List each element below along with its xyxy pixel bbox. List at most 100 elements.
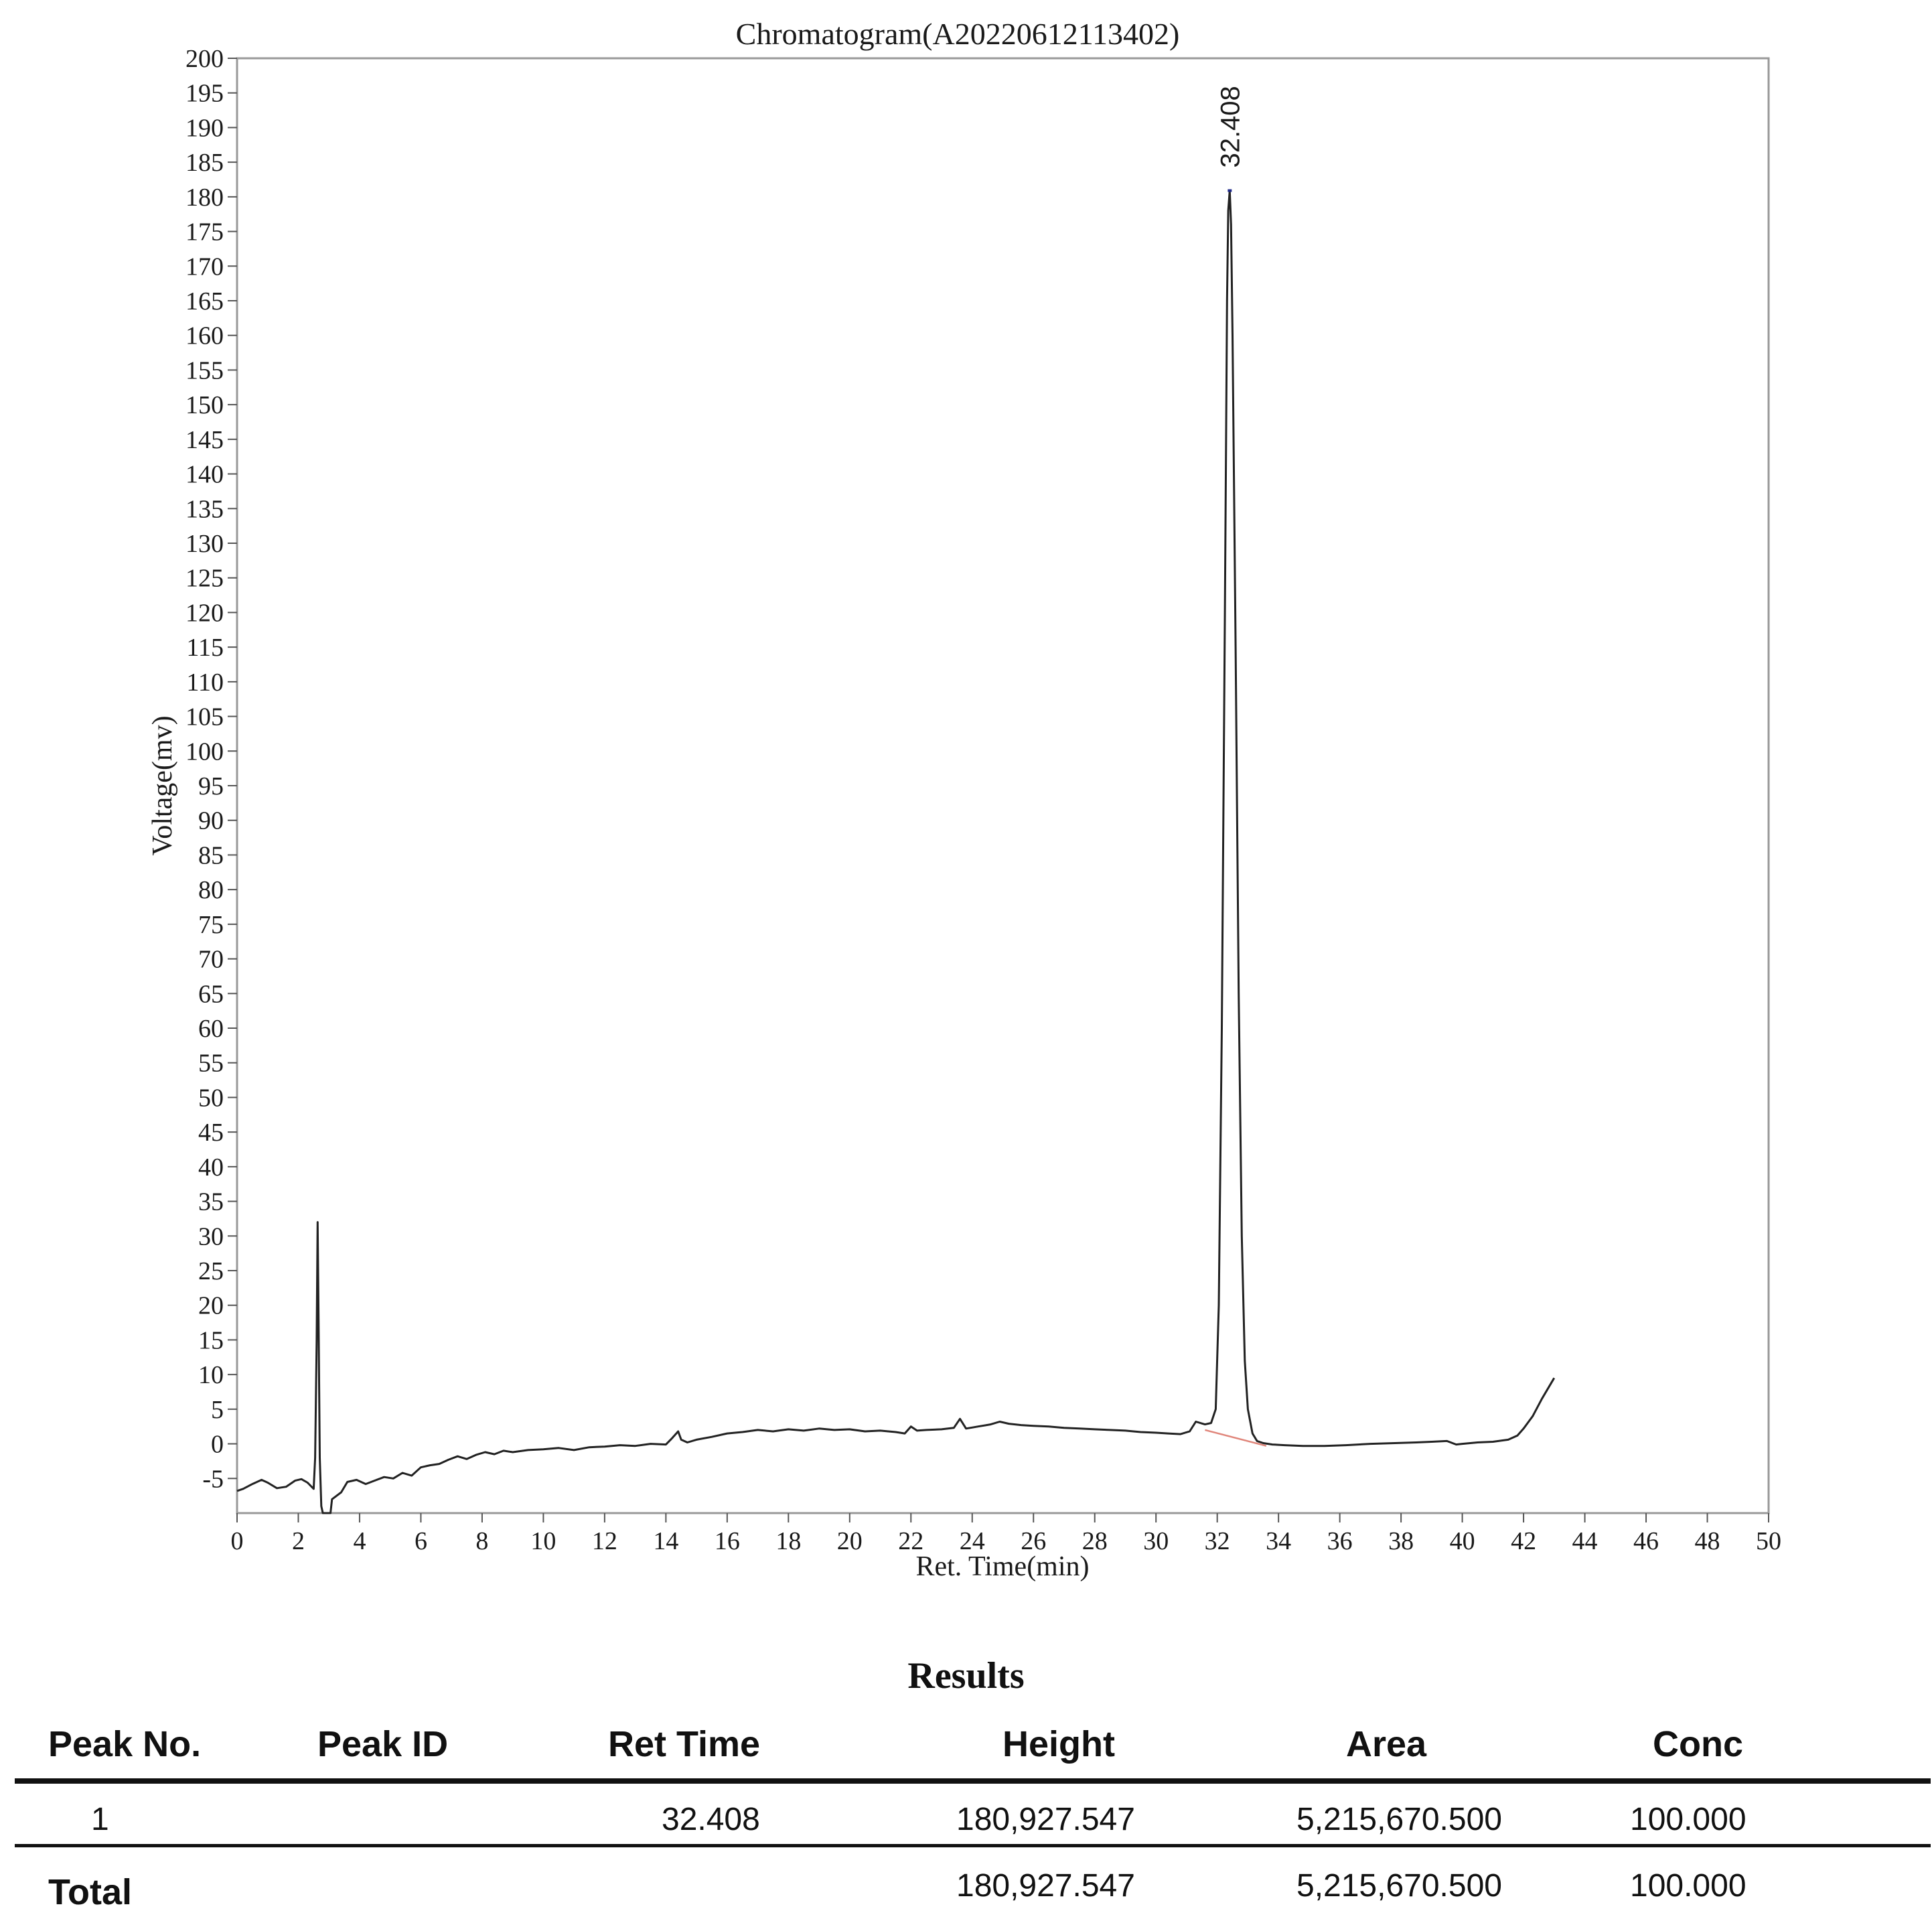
baseline-lines [1205,1429,1267,1447]
y-tick-label: 10 [198,1361,224,1389]
x-tick-label: 0 [231,1527,244,1555]
x-tick-label: 30 [1143,1527,1169,1555]
x-tick-label: 2 [292,1527,305,1555]
y-tick-label: 110 [186,668,224,697]
chromatogram-chart: Chromatogram(A20220612113402) -505101520… [147,17,1781,1582]
y-tick-label: 90 [198,807,224,835]
x-tick-label: 32 [1205,1527,1230,1555]
results-header-row: Peak No. Peak ID Ret Time Height Area Co… [15,1711,1931,1784]
total-height: 180,927.547 [956,1868,1135,1904]
y-tick-label: 200 [185,45,224,73]
y-tick-label: 105 [185,703,224,731]
x-axis: 0 2 4 6 8 10 12 14 16 18 20 22 24 26 28 30 32 34 36 38 40 42 4… [231,1513,1781,1555]
y-tick-label: 55 [198,1050,224,1078]
y-tick-label: 20 [198,1292,224,1320]
y-tick-label: 100 [185,737,224,766]
y-tick-label: 80 [198,876,224,904]
x-tick-label: 48 [1695,1527,1720,1555]
y-tick-label: 150 [185,391,224,419]
x-tick-label: 40 [1450,1527,1475,1555]
y-tick-label: 170 [185,253,224,281]
y-tick-label: 65 [198,980,224,1008]
y-tick-label: -5 [202,1465,224,1493]
x-tick-label: 36 [1327,1527,1353,1555]
table-row: 1 32.408 180,927.547 5,215,670.500 100.0… [15,1784,1931,1847]
y-tick-label: 25 [198,1257,224,1285]
x-tick-label: 38 [1388,1527,1414,1555]
x-tick-label: 10 [530,1527,556,1555]
x-tick-label: 8 [475,1527,488,1555]
y-tick-label: 50 [198,1084,224,1112]
x-tick-label: 12 [592,1527,617,1555]
x-tick-label: 22 [898,1527,923,1555]
chromatogram-trace [236,190,1556,1514]
y-tick-label: 15 [198,1326,224,1354]
y-axis: -5 0 5 10 15 20 25 30 35 40 45 50 55 60 65 70 75 80 85 90 95… [185,45,237,1493]
peak-annotations: 32.408 [1215,86,1245,192]
header-height: Height [1002,1724,1115,1764]
y-tick-label: 115 [186,634,224,662]
x-tick-label: 14 [653,1527,678,1555]
x-tick-label: 50 [1756,1527,1781,1555]
x-tick-label: 46 [1633,1527,1659,1555]
x-tick-label: 6 [415,1527,427,1555]
total-conc: 100.000 [1630,1868,1747,1904]
y-tick-label: 95 [198,772,224,800]
header-ret-time: Ret Time [608,1724,761,1764]
x-tick-label: 42 [1511,1527,1536,1555]
y-tick-label: 130 [185,530,224,558]
x-tick-label: 34 [1266,1527,1291,1555]
y-axis-label: Voltage(mv) [147,715,178,855]
x-axis-label: Ret. Time(min) [915,1551,1089,1582]
series-lines [236,190,1556,1514]
y-tick-label: 160 [185,322,224,350]
y-tick-label: 85 [198,841,224,869]
y-tick-label: 125 [185,565,224,593]
y-tick-label: 70 [198,946,224,974]
x-tick-label: 28 [1082,1527,1108,1555]
y-tick-label: 195 [185,80,224,108]
y-tick-label: 190 [185,114,224,142]
cell-peak-no: 1 [91,1802,109,1837]
total-label: Total [48,1872,132,1912]
header-peak-no: Peak No. [48,1724,202,1764]
cell-height: 180,927.547 [956,1802,1135,1837]
cell-conc: 100.000 [1630,1802,1747,1837]
x-tick-label: 18 [775,1527,801,1555]
y-tick-label: 40 [198,1153,224,1182]
y-tick-label: 180 [185,184,224,212]
header-conc: Conc [1653,1724,1743,1764]
y-tick-label: 75 [198,911,224,939]
y-tick-label: 35 [198,1188,224,1216]
total-area: 5,215,670.500 [1296,1868,1502,1904]
y-tick-label: 185 [185,149,224,177]
y-tick-label: 5 [211,1396,224,1424]
results-title: Results [907,1655,1025,1697]
x-tick-label: 24 [960,1527,985,1555]
y-tick-label: 155 [185,356,224,384]
integration-baseline [1205,1429,1267,1447]
header-peak-id: Peak ID [317,1724,449,1764]
x-tick-label: 20 [837,1527,863,1555]
chart-title: Chromatogram(A20220612113402) [736,17,1180,51]
x-tick-label: 26 [1021,1527,1046,1555]
y-tick-label: 120 [185,599,224,627]
y-tick-label: 165 [185,287,224,315]
peak-label: 32.408 [1215,86,1245,167]
x-tick-label: 4 [353,1527,366,1555]
header-area: Area [1346,1724,1427,1764]
y-tick-label: 175 [185,218,224,246]
y-tick-label: 140 [185,461,224,489]
cell-ret-time: 32.408 [662,1802,760,1837]
y-tick-label: 0 [211,1431,224,1459]
y-tick-label: 60 [198,1015,224,1043]
y-tick-label: 135 [185,495,224,523]
results-table: Peak No. Peak ID Ret Time Height Area Co… [15,1711,1931,1921]
cell-area: 5,215,670.500 [1296,1802,1502,1837]
plot-area [236,57,1770,1514]
y-tick-label: 45 [198,1119,224,1147]
y-tick-label: 30 [198,1222,224,1251]
y-tick-label: 145 [185,426,224,454]
total-row: Total 180,927.547 5,215,670.500 100.000 [15,1847,1931,1921]
